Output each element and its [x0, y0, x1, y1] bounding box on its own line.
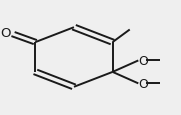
Text: O: O [138, 54, 148, 67]
Text: O: O [0, 27, 10, 40]
Text: O: O [138, 77, 148, 90]
